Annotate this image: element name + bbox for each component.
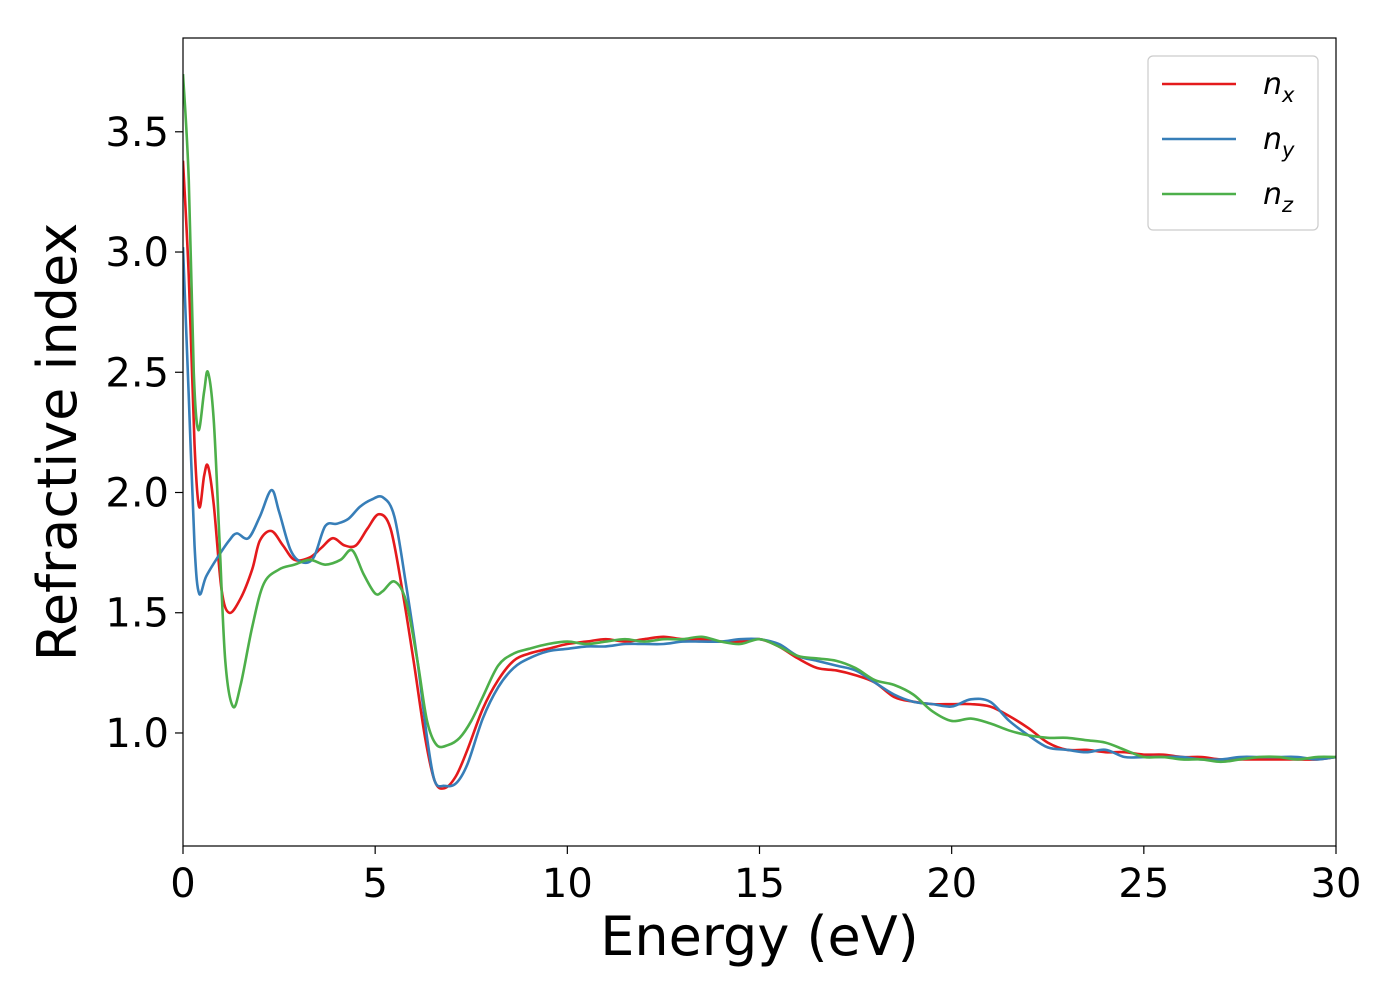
x-tick-label: 0 [170,861,195,907]
legend-label-n-x: nx [1263,67,1295,107]
x-tick-label: 5 [362,861,387,907]
legend-box [1147,55,1319,231]
x-tick-label: 25 [1118,861,1169,907]
y-tick-label: 1.0 [105,711,169,757]
x-tick-label: 30 [1311,861,1362,907]
x-axis-label: Energy (eV) [600,905,919,968]
y-axis-ticks: 1.0 1.5 2.0 2.5 3.0 3.5 [105,110,183,757]
y-axis-label: Refractive index [26,223,89,662]
x-axis-ticks: 0 5 10 15 20 25 30 [170,846,1361,907]
x-tick-label: 20 [926,861,977,907]
x-tick-label: 10 [542,861,593,907]
y-tick-label: 3.5 [105,110,169,156]
legend: nx ny nz [1147,55,1319,231]
series-line-n-x [183,160,1336,790]
x-tick-label: 15 [734,861,785,907]
legend-label-n-y: ny [1263,122,1295,162]
series-layer [183,73,1336,790]
y-tick-label: 3.0 [105,230,169,276]
legend-label-n-z: nz [1263,177,1294,217]
y-tick-label: 2.5 [105,350,169,396]
y-tick-label: 1.5 [105,591,169,637]
series-line-n-y [183,247,1336,788]
y-tick-label: 2.0 [105,471,169,517]
series-line-n-z [183,73,1336,764]
